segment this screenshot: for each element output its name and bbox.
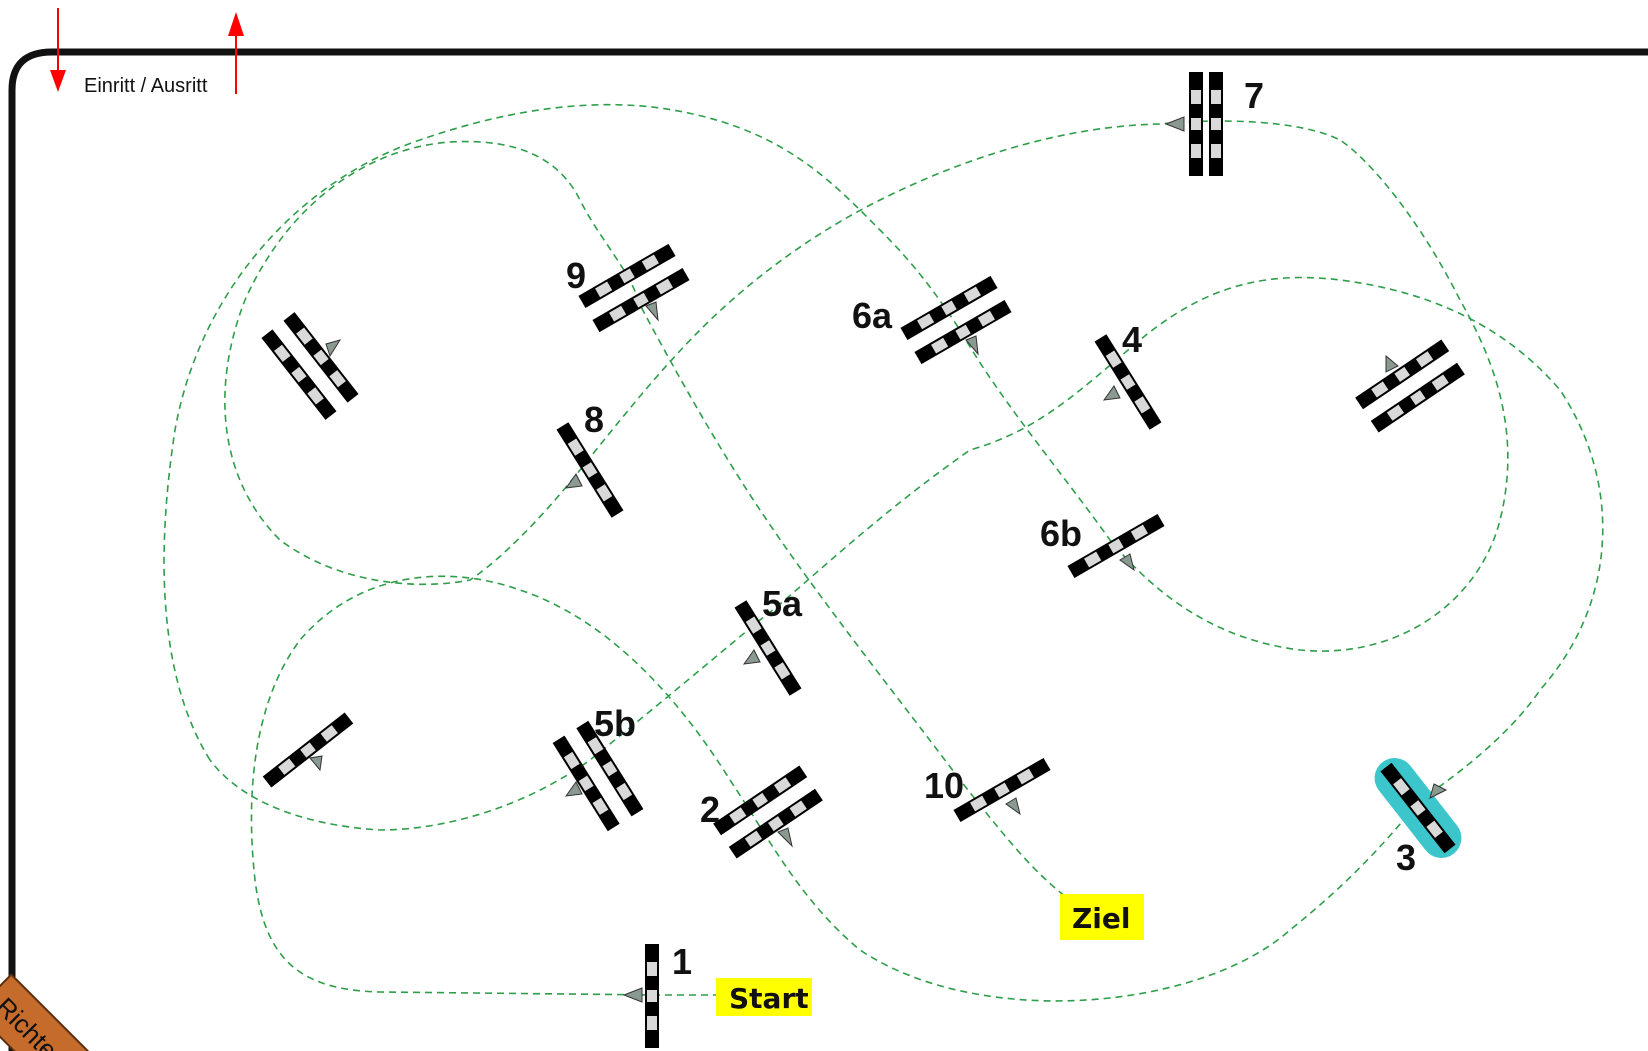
obstacle-label-9: 9: [566, 255, 586, 296]
obstacle-2: [713, 765, 823, 859]
direction-arrow-5b: [564, 781, 583, 797]
obstacle-1: [645, 944, 659, 1048]
obstacle-3: [1374, 758, 1462, 858]
obstacle-label-1: 1: [672, 941, 692, 982]
arena-border: [8, 48, 1648, 1051]
obstacle-label-6b: 6b: [1040, 513, 1082, 554]
finish-label-box: Ziel: [1060, 894, 1144, 940]
obstacle-label-4: 4: [1122, 319, 1142, 360]
entry-arrow-in: [50, 8, 66, 92]
direction-arrow-unnumbered-left-bottom: [309, 755, 323, 772]
direction-arrow-4: [1102, 385, 1121, 401]
obstacle-6a: [900, 275, 1012, 365]
obstacle-7: [1189, 72, 1223, 176]
obstacle-unnumbered-left-bottom: [262, 712, 354, 788]
obstacle-10: [953, 757, 1051, 823]
direction-arrow-unnumbered-left-top: [325, 339, 342, 358]
direction-arrow-1: [622, 987, 643, 1003]
judge-box: Richter: [0, 973, 98, 1051]
direction-arrow-9: [645, 301, 659, 322]
course-track: [163, 103, 1604, 1002]
direction-arrow-5a: [742, 649, 761, 665]
obstacle-unnumbered-left-top: [261, 312, 359, 420]
start-label-box: Start: [716, 978, 812, 1016]
direction-arrow-8: [564, 473, 583, 489]
direction-arrow-6b: [1119, 553, 1135, 572]
direction-arrow-7: [1164, 116, 1185, 132]
entry-label: Einritt / Ausritt: [84, 75, 208, 97]
obstacle-unnumbered-right-top: [1355, 339, 1465, 433]
direction-arrow-6a: [965, 335, 979, 356]
obstacle-label-5a: 5a: [762, 583, 803, 624]
obstacle-label-10: 10: [924, 765, 964, 806]
finish-label: Ziel: [1072, 902, 1131, 935]
obstacle-label-5b: 5b: [594, 703, 636, 744]
direction-arrow-10: [1005, 797, 1021, 816]
obstacle-label-8: 8: [584, 399, 604, 440]
obstacle-label-2: 2: [700, 789, 720, 830]
direction-arrow-3: [1429, 783, 1448, 799]
entry-arrow-out: [228, 12, 244, 94]
obstacle-label-3: 3: [1396, 837, 1416, 878]
direction-arrow-unnumbered-right-top: [1385, 354, 1399, 373]
obstacle-label-6a: 6a: [852, 295, 893, 336]
direction-arrow-2: [777, 827, 793, 848]
obstacle-label-7: 7: [1244, 75, 1264, 116]
obstacle-6b: [1067, 513, 1165, 579]
start-label: Start: [729, 982, 809, 1015]
